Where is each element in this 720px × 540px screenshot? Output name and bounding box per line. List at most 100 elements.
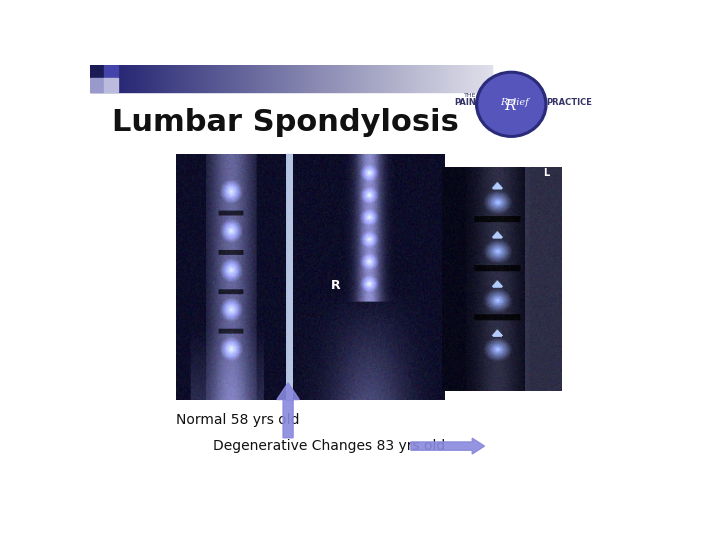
Bar — [126, 65, 128, 92]
Bar — [134, 65, 136, 92]
Bar — [154, 65, 156, 92]
Bar — [199, 65, 200, 92]
Bar — [367, 65, 369, 92]
Bar — [411, 65, 413, 92]
Bar — [403, 65, 405, 92]
Bar — [158, 65, 161, 92]
Bar — [265, 65, 267, 92]
Bar — [385, 65, 387, 92]
Bar — [377, 65, 379, 92]
Bar — [92, 65, 94, 92]
Bar — [439, 65, 441, 92]
Bar — [418, 65, 420, 92]
Bar — [351, 65, 353, 92]
Bar — [395, 65, 397, 92]
Bar — [230, 65, 233, 92]
Bar — [408, 65, 410, 92]
Text: Lumbar Spondylosis: Lumbar Spondylosis — [112, 109, 459, 138]
Bar — [120, 65, 122, 92]
Bar — [152, 65, 154, 92]
Bar — [248, 65, 251, 92]
Bar — [220, 65, 222, 92]
Bar — [449, 65, 451, 92]
Bar — [102, 65, 104, 92]
Bar — [194, 65, 197, 92]
Bar — [291, 65, 293, 92]
Bar — [484, 65, 486, 92]
Bar — [441, 65, 444, 92]
Bar — [375, 65, 377, 92]
FancyArrow shape — [277, 383, 300, 438]
Bar — [323, 65, 325, 92]
Bar — [436, 65, 438, 92]
Bar — [459, 65, 462, 92]
Bar — [148, 65, 150, 92]
Bar — [104, 65, 118, 78]
Bar — [118, 65, 120, 92]
Bar — [172, 65, 174, 92]
Bar — [110, 65, 112, 92]
Bar — [382, 65, 383, 92]
Bar — [325, 65, 327, 92]
Bar — [430, 65, 431, 92]
Text: Relief: Relief — [500, 98, 528, 107]
Bar — [448, 65, 449, 92]
Bar — [181, 65, 182, 92]
Bar — [363, 65, 365, 92]
Bar — [179, 65, 181, 92]
Bar — [257, 65, 258, 92]
Bar — [132, 65, 134, 92]
Bar — [150, 65, 152, 92]
Bar — [184, 65, 186, 92]
Bar — [313, 65, 315, 92]
Bar — [285, 65, 287, 92]
Ellipse shape — [479, 75, 544, 134]
Bar — [253, 65, 255, 92]
Bar — [215, 65, 217, 92]
Bar — [245, 65, 247, 92]
Bar — [472, 65, 474, 92]
Bar — [114, 65, 116, 92]
Bar — [295, 65, 297, 92]
Bar — [108, 65, 110, 92]
Bar — [317, 65, 319, 92]
Bar — [143, 65, 144, 92]
Bar — [379, 65, 382, 92]
Bar — [405, 65, 408, 92]
Bar — [90, 78, 104, 92]
Bar — [210, 65, 212, 92]
Bar — [355, 65, 357, 92]
Bar — [174, 65, 176, 92]
Bar — [138, 65, 140, 92]
Bar — [303, 65, 305, 92]
Bar — [90, 65, 104, 78]
Bar — [299, 65, 301, 92]
Bar — [171, 65, 172, 92]
Bar — [383, 65, 385, 92]
Bar — [96, 65, 98, 92]
Bar — [341, 65, 343, 92]
Bar — [319, 65, 321, 92]
Bar — [327, 65, 329, 92]
Bar — [140, 65, 143, 92]
Bar — [276, 65, 279, 92]
Bar — [104, 78, 118, 92]
Bar — [176, 65, 179, 92]
Bar — [476, 65, 477, 92]
Bar — [209, 65, 210, 92]
Bar — [331, 65, 333, 92]
Bar — [112, 65, 114, 92]
Bar — [305, 65, 307, 92]
Bar — [258, 65, 261, 92]
Bar — [281, 65, 283, 92]
Bar — [251, 65, 253, 92]
Bar — [420, 65, 421, 92]
Bar — [357, 65, 359, 92]
Bar — [197, 65, 199, 92]
Bar — [90, 65, 92, 92]
Bar — [190, 65, 192, 92]
Bar — [387, 65, 390, 92]
Text: PAIN: PAIN — [454, 98, 476, 107]
Bar — [128, 65, 130, 92]
Bar — [293, 65, 295, 92]
